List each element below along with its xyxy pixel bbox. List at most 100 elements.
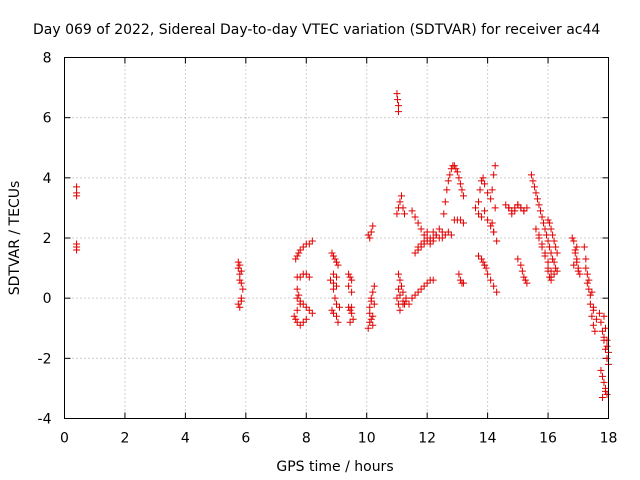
data-point xyxy=(329,285,337,293)
data-point xyxy=(295,291,303,299)
data-point xyxy=(364,231,372,239)
data-point xyxy=(490,282,498,290)
data-point xyxy=(370,300,378,308)
x-tick-label: 14 xyxy=(479,431,497,447)
data-point xyxy=(456,180,464,188)
data-point xyxy=(366,318,374,326)
x-tick-labels: 0 2 4 6 8 10 12 14 16 18 xyxy=(60,431,617,447)
data-point xyxy=(328,249,336,257)
data-point xyxy=(299,243,307,251)
data-point xyxy=(521,276,529,284)
data-point xyxy=(603,390,611,398)
data-point xyxy=(517,261,525,269)
data-point xyxy=(236,303,244,311)
data-point xyxy=(547,276,555,284)
x-tick-label: 10 xyxy=(358,431,376,447)
data-point xyxy=(345,282,353,290)
data-point xyxy=(290,312,298,320)
data-point xyxy=(423,228,431,236)
data-point xyxy=(538,240,546,248)
data-point xyxy=(568,234,576,242)
data-point xyxy=(296,273,304,281)
data-point xyxy=(292,315,300,323)
data-point xyxy=(546,219,554,227)
data-point xyxy=(491,162,499,170)
data-point xyxy=(73,192,81,200)
data-point xyxy=(550,237,558,245)
data-point xyxy=(394,285,402,293)
data-point xyxy=(580,243,588,251)
data-point xyxy=(292,255,300,263)
data-point xyxy=(440,210,448,218)
data-point xyxy=(367,315,375,323)
data-point xyxy=(481,261,489,269)
data-point xyxy=(544,237,552,245)
data-point xyxy=(533,195,541,203)
data-point xyxy=(396,198,404,206)
data-point xyxy=(396,306,404,314)
data-point xyxy=(441,231,449,239)
data-point xyxy=(348,288,356,296)
plot-frame xyxy=(64,57,609,419)
data-point xyxy=(296,246,304,254)
data-point xyxy=(417,285,425,293)
data-point xyxy=(523,204,531,212)
data-point xyxy=(408,294,416,302)
data-point xyxy=(420,231,428,239)
data-point xyxy=(349,315,357,323)
data-point xyxy=(305,273,313,281)
data-point xyxy=(601,387,609,395)
data-point xyxy=(417,225,425,233)
data-point xyxy=(399,204,407,212)
data-point xyxy=(553,267,561,275)
data-point xyxy=(414,219,422,227)
data-point xyxy=(414,288,422,296)
data-point xyxy=(295,249,303,257)
data-point xyxy=(603,336,611,344)
data-point xyxy=(538,213,546,221)
data-point xyxy=(479,258,487,266)
data-point xyxy=(293,318,301,326)
data-point xyxy=(73,246,81,254)
data-point xyxy=(541,225,549,233)
data-point xyxy=(405,300,413,308)
data-point xyxy=(299,318,307,326)
data-point xyxy=(585,285,593,293)
data-point xyxy=(234,300,242,308)
data-point xyxy=(491,204,499,212)
data-point xyxy=(511,207,519,215)
x-tick-label: 16 xyxy=(539,431,557,447)
data-point xyxy=(237,294,245,302)
data-point xyxy=(444,228,452,236)
data-point xyxy=(397,192,405,200)
data-point xyxy=(487,276,495,284)
data-point xyxy=(401,210,408,218)
data-point xyxy=(333,312,340,320)
data-point xyxy=(450,162,458,170)
data-point xyxy=(523,279,531,287)
data-point xyxy=(456,216,464,224)
data-point xyxy=(583,270,591,278)
y-tick-label: 8 xyxy=(43,51,52,67)
data-point xyxy=(478,213,486,221)
data-point xyxy=(394,102,402,110)
data-point xyxy=(329,279,337,287)
x-tick-label: 0 xyxy=(60,431,69,447)
data-point xyxy=(369,288,377,296)
data-point xyxy=(478,177,486,185)
data-point xyxy=(333,282,340,290)
data-point xyxy=(530,183,538,191)
data-point xyxy=(576,270,584,278)
data-point xyxy=(443,186,451,194)
data-point xyxy=(589,306,597,314)
data-point xyxy=(369,312,377,320)
chart-title: Day 069 of 2022, Sidereal Day-to-day VTE… xyxy=(33,22,600,38)
data-point xyxy=(346,306,354,314)
data-point xyxy=(394,96,402,104)
data-point xyxy=(490,171,498,179)
data-point xyxy=(417,243,425,251)
data-point xyxy=(236,261,244,269)
data-point xyxy=(348,276,356,284)
data-point xyxy=(574,267,582,275)
data-point xyxy=(459,219,467,227)
